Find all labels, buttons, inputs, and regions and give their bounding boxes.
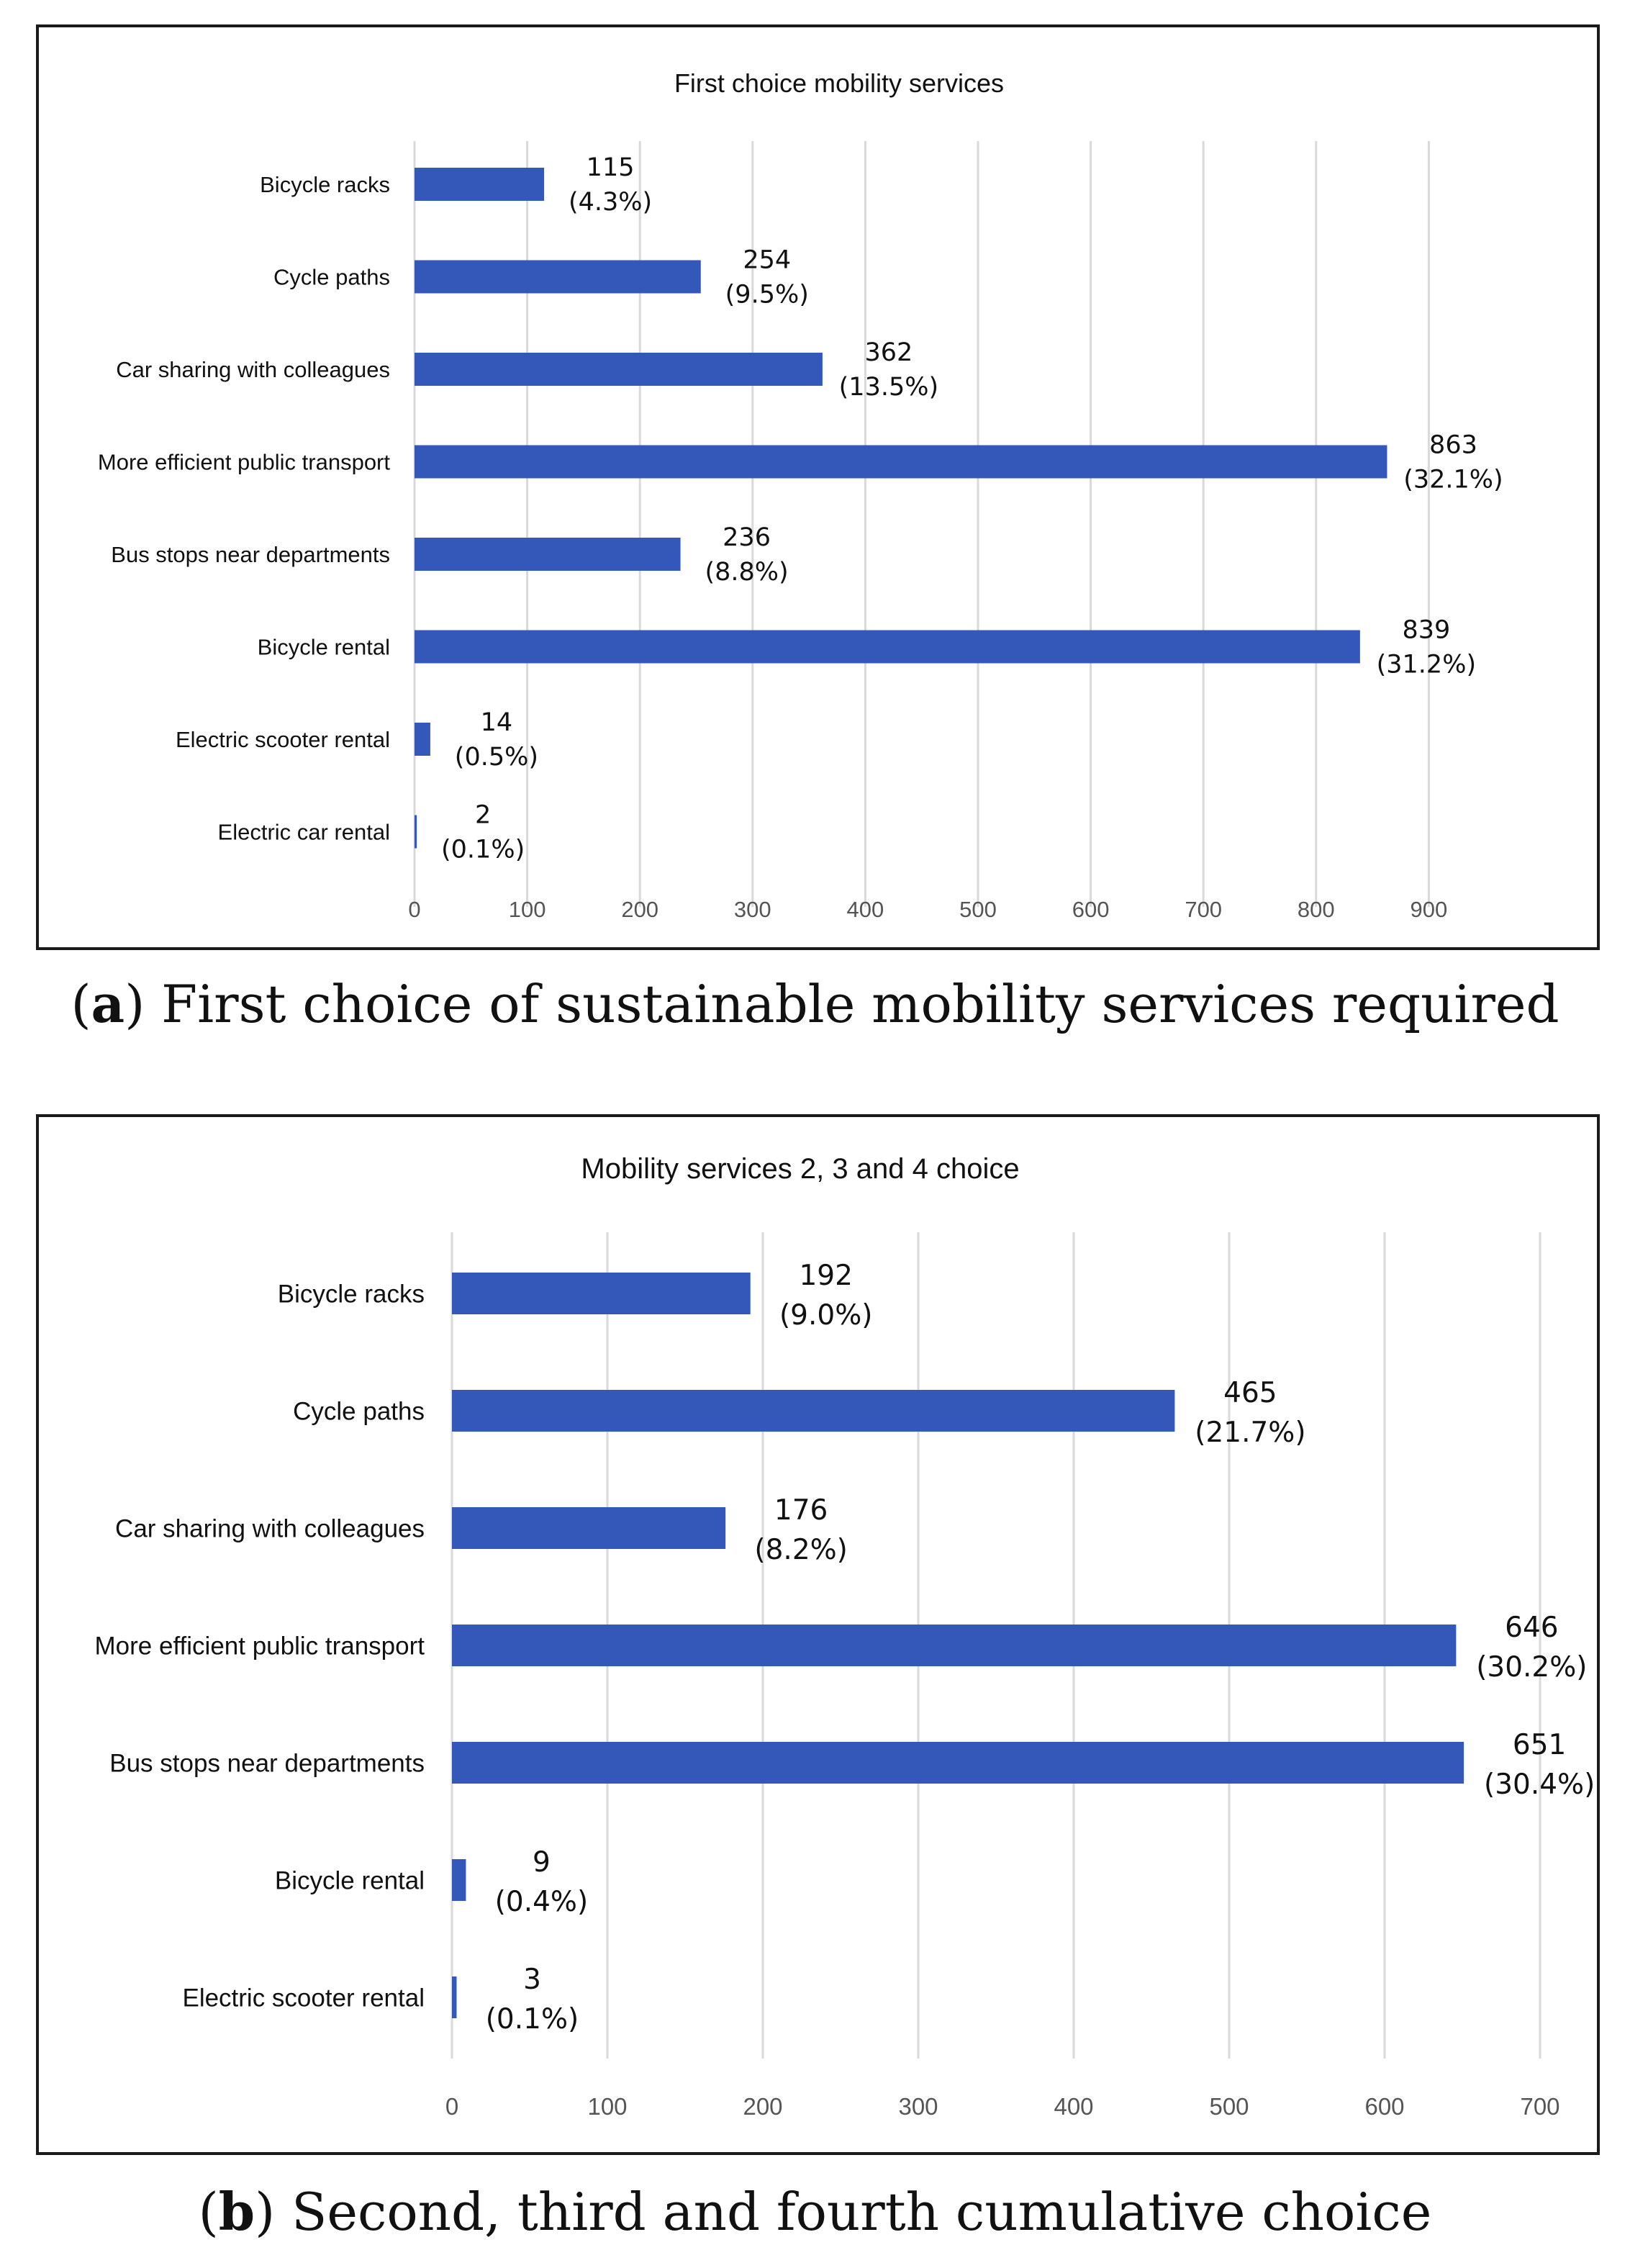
caption-b-text: Second, third and fourth cumulative choi… [291, 2182, 1432, 2242]
data-label-value: 362 [864, 338, 913, 367]
data-label-value: 651 [1513, 1729, 1566, 1761]
x-tick-label: 700 [1520, 2093, 1559, 2120]
caption-b-key: b [218, 2181, 255, 2242]
bar-electric-scooter-rental [415, 723, 430, 756]
category-label: More efficient public transport [95, 1632, 425, 1660]
data-label-percent: (0.4%) [495, 1886, 589, 1918]
bar-bicycle-racks [452, 1273, 751, 1314]
data-label-value: 2 [475, 801, 491, 830]
data-label-percent: (0.5%) [455, 743, 538, 772]
category-label: Electric scooter rental [182, 1984, 425, 2012]
chart-b: Mobility services 2, 3 and 4 choice 0 100 2… [95, 1153, 1595, 2120]
data-label-value: 176 [774, 1494, 828, 1527]
data-label-value: 646 [1505, 1612, 1558, 1644]
caption-a-key: a [91, 973, 125, 1034]
x-tick-label: 500 [1209, 2093, 1249, 2120]
bar-electric-scooter-rental [452, 1976, 457, 2018]
x-tick-label: 600 [1364, 2093, 1404, 2120]
chart-title: First choice mobility services [674, 68, 1004, 98]
category-label: Car sharing with colleagues [116, 357, 390, 382]
data-label-percent: (8.2%) [754, 1534, 848, 1566]
category-label: Cycle paths [293, 1397, 425, 1425]
x-tick-label: 700 [1185, 897, 1222, 922]
x-tick-label: 800 [1298, 897, 1335, 922]
x-tick-label: 100 [509, 897, 546, 922]
x-tick-label: 100 [587, 2093, 627, 2120]
x-tick-label: 900 [1411, 897, 1448, 922]
category-label: Electric car rental [218, 819, 390, 844]
caption-a-text: First choice of sustainable mobility ser… [161, 974, 1559, 1034]
data-label-percent: (0.1%) [441, 836, 525, 864]
bar-more-efficient-public-transport [415, 445, 1387, 479]
data-label-percent: (13.5%) [839, 373, 939, 402]
data-label-value: 254 [743, 246, 791, 275]
x-tick-label: 200 [621, 897, 658, 922]
x-tick-label: 300 [898, 2093, 938, 2120]
data-label-value: 3 [523, 1964, 541, 1996]
x-tick-label: 500 [959, 897, 997, 922]
chart-panel-b: Mobility services 2, 3 and 4 choice 0 100 2… [36, 1114, 1600, 2155]
bar-car-sharing-with-colleagues [452, 1507, 726, 1549]
bar-electric-car-rental [415, 815, 417, 849]
category-label: Electric scooter rental [176, 727, 390, 752]
bar-car-sharing-with-colleagues [415, 353, 823, 386]
data-label-percent: (31.2%) [1377, 651, 1477, 679]
bar-more-efficient-public-transport [452, 1625, 1457, 1666]
category-label: Cycle paths [273, 264, 390, 289]
data-label-value: 192 [799, 1260, 852, 1292]
data-label-value: 236 [723, 523, 771, 552]
data-label-percent: (30.2%) [1476, 1651, 1587, 1684]
x-tick-label: 600 [1072, 897, 1110, 922]
data-label-percent: (30.4%) [1484, 1768, 1595, 1801]
chart-panel-a: First choice mobility services 0 100 200 300… [36, 24, 1600, 950]
bar-bicycle-rental [415, 630, 1360, 664]
category-label: Bicycle rental [258, 634, 390, 659]
bar-bus-stops-near-departments [415, 538, 681, 571]
chart-title: Mobility services 2, 3 and 4 choice [581, 1153, 1019, 1185]
category-label: Bicycle rental [275, 1866, 425, 1894]
data-label-value: 863 [1429, 431, 1477, 460]
x-tick-label: 200 [743, 2093, 782, 2120]
category-label: Bicycle racks [278, 1280, 425, 1308]
chart-a: First choice mobility services 0 100 200 300… [98, 68, 1503, 922]
x-tick-label: 400 [847, 897, 884, 922]
x-tick-label: 0 [445, 2093, 458, 2120]
category-label: Bus stops near departments [109, 1749, 425, 1777]
data-label-value: 14 [481, 708, 513, 737]
data-label-percent: (21.7%) [1195, 1417, 1305, 1449]
bar-bicycle-racks [415, 168, 545, 201]
bar-cycle-paths [415, 260, 701, 294]
data-label-value: 839 [1402, 616, 1450, 645]
data-label-percent: (8.8%) [705, 558, 788, 587]
data-label-percent: (9.0%) [779, 1299, 873, 1332]
x-tick-label: 400 [1054, 2093, 1093, 2120]
caption-a: (a) First choice of sustainable mobility… [71, 973, 1559, 1034]
data-label-value: 465 [1223, 1377, 1277, 1409]
data-label-value: 115 [587, 153, 635, 182]
category-label: Bus stops near departments [111, 542, 390, 567]
category-label: Car sharing with colleagues [115, 1514, 425, 1542]
data-label-percent: (0.1%) [486, 2003, 579, 2036]
bar-cycle-paths [452, 1390, 1175, 1432]
bar-bicycle-rental [452, 1859, 466, 1901]
data-label-value: 9 [533, 1846, 551, 1879]
category-label: Bicycle racks [260, 172, 390, 197]
data-label-percent: (32.1%) [1403, 466, 1503, 494]
data-label-percent: (4.3%) [569, 188, 652, 217]
bar-bus-stops-near-departments [452, 1742, 1464, 1784]
data-label-percent: (9.5%) [725, 281, 809, 310]
x-tick-label: 300 [734, 897, 771, 922]
caption-b: (b) Second, third and fourth cumulative … [198, 2181, 1432, 2242]
category-label: More efficient public transport [98, 449, 390, 474]
x-tick-label: 0 [408, 897, 420, 922]
